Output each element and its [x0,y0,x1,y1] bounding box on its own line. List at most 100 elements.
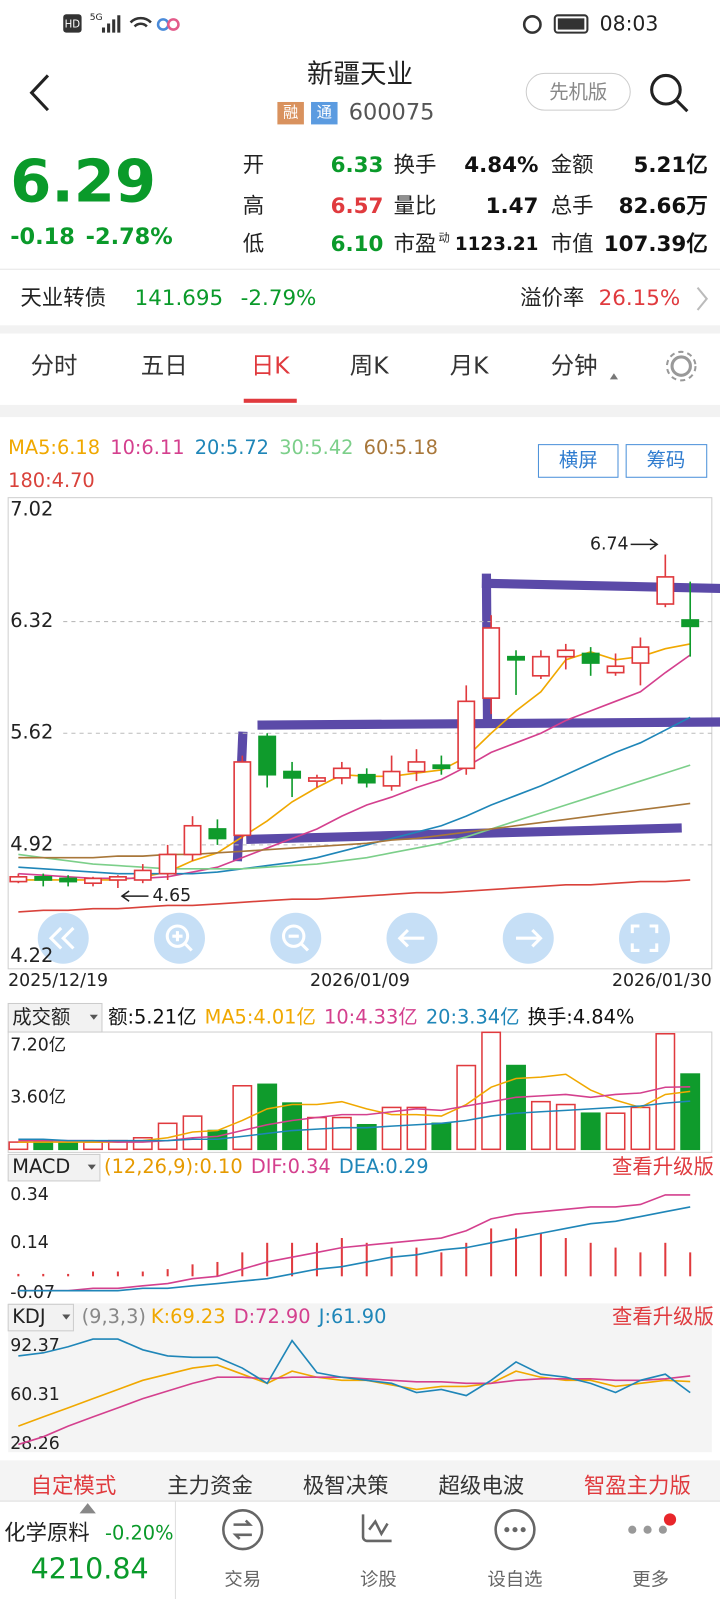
glyph [288,934,310,952]
low-label: 4.65 [153,886,192,906]
nav-label[interactable]: 交易 [224,1570,261,1591]
macd-title: MACD [12,1155,70,1178]
ma-line [18,802,691,859]
candle-body [606,665,625,674]
ma-legend: 20:5.72 [195,436,269,459]
volume-bar [58,1141,79,1151]
chevron[interactable] [696,286,709,311]
candle-body [283,770,302,779]
stat-value: 1123.21 [455,234,539,255]
diagnose-icon[interactable] [361,1514,392,1543]
glyph [397,928,425,948]
legend-entry: (12,26,9):0.10 [104,1155,243,1178]
tab[interactable]: 五日 [141,352,188,380]
tab[interactable]: 月K [450,352,489,380]
macd-line [18,1206,691,1292]
indicator-select[interactable] [7,1153,101,1182]
legend-entry: DIF:0.34 [251,1155,331,1178]
y-tick-label: 4.22 [10,944,53,967]
strategy-tab[interactable]: 智盈主力版 [584,1474,691,1499]
legend-entry: 20:3.34亿 [426,1005,520,1028]
version-button[interactable] [525,72,631,111]
candle-body [581,652,600,664]
trade-icon[interactable] [222,1509,264,1551]
premium-value: 26.15% [599,286,681,311]
volume-ma-line [18,1100,691,1142]
indicator-select[interactable] [7,1002,103,1033]
dot [504,1527,510,1533]
y-tick-label: 0.34 [10,1185,49,1205]
volume-bar [257,1083,278,1151]
drawn-line [257,717,720,730]
bond-price: 141.695 [135,286,224,311]
volume-bar [530,1100,551,1151]
more-icon[interactable] [628,1525,637,1534]
nav-label[interactable]: 设自选 [487,1570,542,1591]
strategy-tab[interactable]: 自定模式 [31,1474,117,1499]
y-tick-label: -0.07 [10,1283,55,1303]
button-label: 横屏 [559,448,598,471]
indicator-select[interactable] [7,1303,74,1332]
strategy-tab[interactable]: 极智决策 [303,1474,389,1499]
premium-label: 溢价率 [520,286,584,311]
watchlist-icon[interactable] [494,1509,536,1551]
legend-entry: DEA:0.29 [339,1155,429,1178]
price-change: -0.18 [10,224,75,250]
upgrade-link[interactable]: 查看升级版 [612,1305,714,1329]
volume-bar [630,1106,651,1151]
fullscreen-button[interactable] [619,912,671,964]
kdj-title: KDJ [12,1305,45,1328]
volume-bar [655,1033,676,1151]
wifi-icon [129,16,152,28]
volume-bar [282,1102,303,1151]
strategy-bar [0,1460,720,1502]
legend-entry: 10:4.33亿 [324,1005,418,1028]
legend-entry: 换手:4.84% [528,1005,635,1028]
candle-body [407,761,426,773]
tab[interactable]: 日K [251,352,290,380]
ma-line [18,879,691,913]
ma-legend: 10:6.11 [110,436,184,459]
stock-code: 600075 [349,100,435,126]
tab[interactable]: 周K [350,352,389,380]
back-button[interactable] [29,74,50,112]
hd-icon [63,14,82,33]
tab[interactable]: 分时 [31,352,78,380]
stat-value: 107.39亿 [604,232,708,257]
zoom-out-button[interactable] [270,912,322,964]
zoom-in-button[interactable] [153,912,205,964]
dot [643,1525,652,1534]
strategy-tab[interactable]: 主力资金 [167,1474,253,1499]
alarm-icon [522,15,542,34]
stat-label: 换手 [394,153,437,178]
candle-body [531,655,550,677]
ma-line [18,716,691,875]
candle-body [332,767,351,779]
ma-legend: 60:5.18 [364,436,438,459]
stat-label: 市盈 [394,232,437,257]
tab[interactable]: 分钟 [551,352,598,380]
nav-label[interactable]: 更多 [632,1570,669,1591]
volume-bar [481,1031,502,1151]
settings-button[interactable] [670,355,692,377]
volume-bar [555,1103,576,1151]
landscape-button[interactable] [537,444,619,478]
nav-label[interactable]: 诊股 [360,1570,397,1591]
battery-level [557,18,585,30]
separator [0,404,720,418]
last-price: 6.29 [10,147,156,216]
upgrade-link[interactable]: 查看升级版 [612,1155,714,1179]
strategy-tab[interactable]: 超级电波 [439,1474,525,1499]
candle-body [631,646,650,664]
stat-value: 4.84% [464,153,538,178]
chart-controls [37,912,671,964]
candle-body [656,576,675,605]
volume-bar [506,1064,526,1151]
search-button[interactable] [650,73,682,106]
volume-bar [232,1085,253,1151]
stat-label: 高 [243,194,264,219]
x-tick-label: 2026/01/09 [310,971,410,991]
y-tick-label: 60.31 [10,1385,60,1405]
chips-button[interactable] [625,444,708,478]
separator [0,325,720,334]
